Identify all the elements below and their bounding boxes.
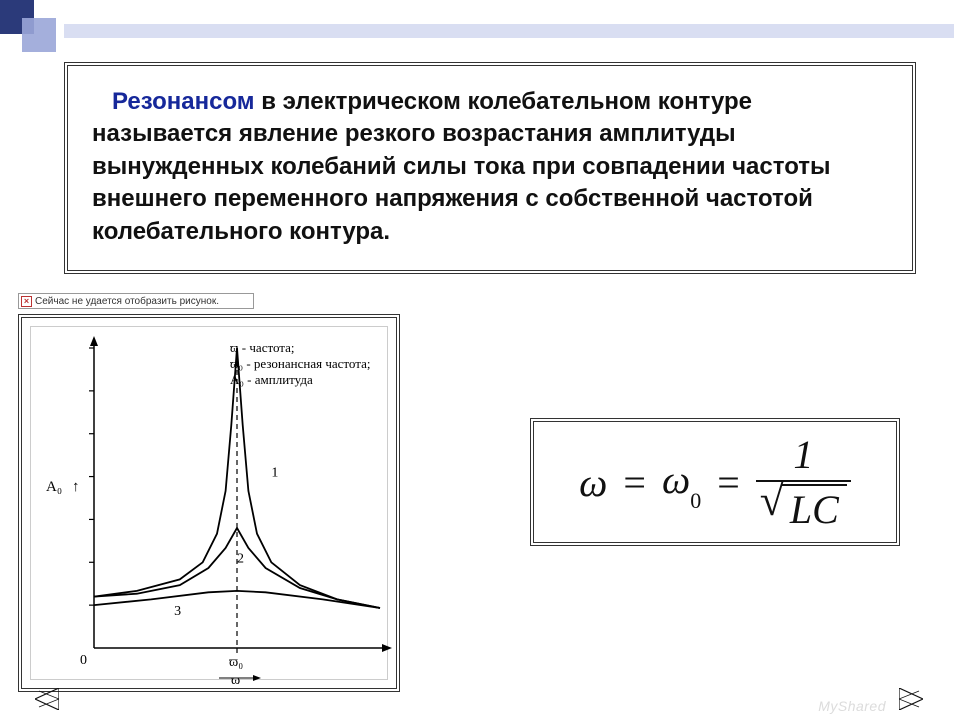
svg-text:A₀ - амплитуда: A₀ - амплитуда [230,372,313,387]
resonance-chart-panel: 123A₀↑0ϖ₀ϖϖ - частота;ϖ₀ - резонансная ч… [18,314,400,692]
svg-text:ϖ₀: ϖ₀ [229,655,243,670]
svg-text:3: 3 [174,604,181,619]
top-accent-bar [64,24,954,38]
svg-text:ϖ - частота;: ϖ - частота; [230,340,295,355]
svg-text:ϖ₀ - резонансная частота;: ϖ₀ - резонансная частота; [230,356,370,371]
resonance-chart: 123A₀↑0ϖ₀ϖϖ - частота;ϖ₀ - резонансная ч… [32,328,392,684]
svg-text:2: 2 [237,551,244,566]
formula-eq2: = [711,459,746,506]
broken-image-icon: × [21,296,32,307]
svg-text:1: 1 [271,466,278,481]
formula-omega: ω [579,459,607,506]
formula-box: ω = ω0 = 1 √ LC [530,418,900,546]
definition-keyword: Резонансом [112,88,255,115]
svg-text:0: 0 [80,653,87,668]
broken-image-placeholder: × Сейчас не удается отобразить рисунок. [18,293,254,309]
svg-text:A₀: A₀ [46,479,62,495]
formula-omega0: ω0 [662,456,701,508]
watermark: MyShared [818,698,886,714]
svg-text:↑: ↑ [72,479,80,495]
next-slide-button[interactable] [898,688,924,710]
corner-decoration [0,0,70,56]
formula-eq1: = [617,459,652,506]
prev-slide-button[interactable] [34,688,60,710]
definition-box: Резонансом в электрическом колебательном… [64,62,916,274]
broken-image-text: Сейчас не удается отобразить рисунок. [35,296,219,307]
formula-fraction: 1 √ LC [756,431,851,533]
